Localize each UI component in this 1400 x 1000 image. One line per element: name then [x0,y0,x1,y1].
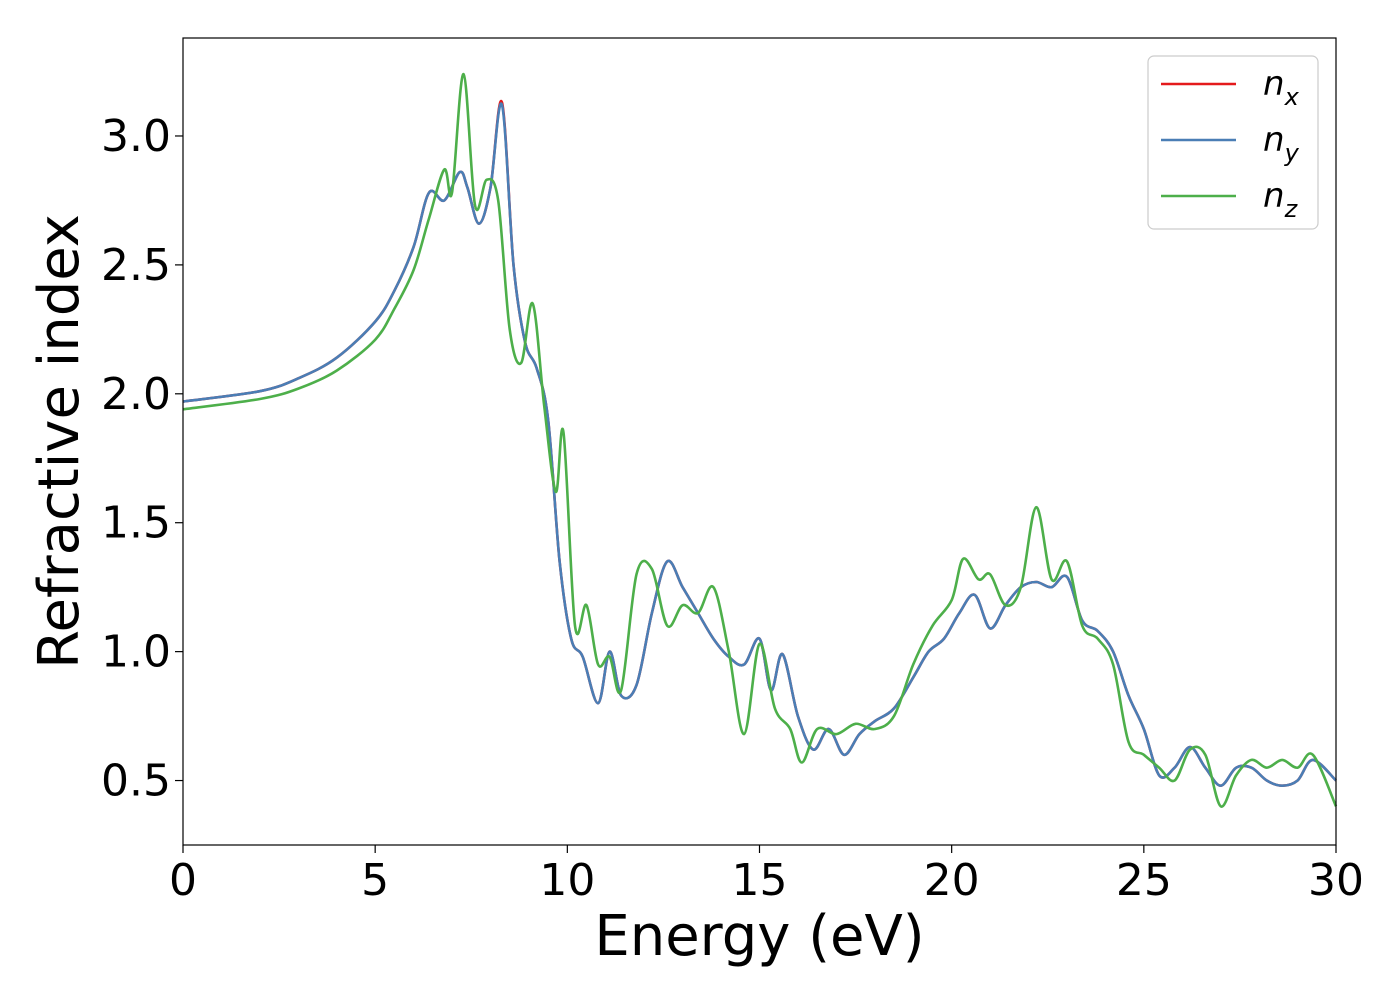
y-tick-label: 1.0 [101,627,171,678]
y-axis-title: Refractive index [27,214,92,669]
y-tick-label: 3.0 [101,111,171,162]
x-tick-label: 30 [1308,855,1364,906]
y-tick-label: 0.5 [101,756,171,807]
y-tick-label: 2.5 [101,240,171,291]
legend: nx ny nz [1147,55,1319,230]
x-tick-label: 10 [539,855,595,906]
y-tick-label: 2.0 [101,369,171,420]
legend-label-ny: ny [1263,120,1300,167]
legend-box [1147,55,1319,230]
x-axis-title: Energy (eV) [594,904,924,969]
x-tick-label: 20 [924,855,980,906]
y-tick-label: 1.5 [101,498,171,549]
series-line-ny [182,102,1337,787]
legend-label-nx: nx [1263,64,1300,111]
series-line-nz [182,72,1338,808]
x-tick-label: 25 [1116,855,1172,906]
x-tick-label: 0 [169,855,197,906]
plot-lines [182,72,1338,808]
x-tick-label: 15 [732,855,788,906]
y-axis-ticks: 0.5 1.0 1.5 2.0 2.5 3.0 [101,111,183,807]
x-axis-ticks: 0 5 10 15 20 25 30 [169,845,1364,906]
x-tick-label: 5 [361,855,389,906]
legend-label-nz: nz [1263,176,1299,223]
